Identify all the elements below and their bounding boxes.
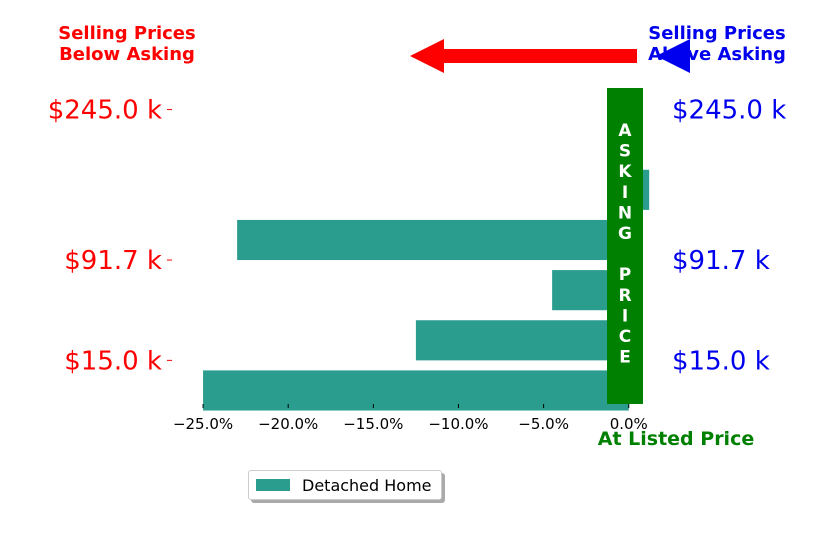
asking-price-letter-3: I <box>622 183 628 203</box>
asking-price-band <box>607 88 643 404</box>
below-asking-arrow-icon <box>410 39 637 73</box>
x-tick-label-3: −10.0% <box>428 415 488 433</box>
above-asking-arrow-icon <box>656 39 690 73</box>
asking-price-letter-2: K <box>618 162 632 182</box>
right-price-label-1: $91.7 k <box>672 246 770 276</box>
legend-swatch-detached-home <box>256 479 290 491</box>
x-tick-label-5: 0.0% <box>610 415 648 433</box>
x-tick-label-2: −15.0% <box>343 415 403 433</box>
bar-3 <box>237 219 629 261</box>
bar-0 <box>203 370 629 411</box>
asking-price-letter-0: A <box>618 121 632 141</box>
asking-price-letter-10: C <box>619 327 631 347</box>
left-price-label-0: $245.0 k <box>48 96 162 126</box>
x-tick-label-4: −5.0% <box>518 415 569 433</box>
asking-price-letter-9: I <box>622 306 628 326</box>
asking-price-letter-7: P <box>619 265 631 285</box>
asking-price-letter-5: G <box>618 224 632 244</box>
x-tick-label-1: −20.0% <box>258 415 318 433</box>
right-price-label-2: $15.0 k <box>672 346 770 376</box>
above-asking-label-line1: Selling Prices <box>648 23 785 44</box>
above-asking-label-line2: Above Asking <box>648 44 786 65</box>
asking-price-letter-8: R <box>618 286 631 306</box>
left-price-label-1: $91.7 k <box>64 246 162 276</box>
right-price-label-0: $245.0 k <box>672 96 786 126</box>
below-asking-label-line1: Selling Prices <box>58 23 195 44</box>
asking-price-letter-11: E <box>619 348 631 368</box>
legend-label-detached-home: Detached Home <box>302 475 432 495</box>
asking-price-letter-4: N <box>618 203 632 223</box>
left-price-label-2: $15.0 k <box>64 346 162 376</box>
bar-1 <box>415 320 629 361</box>
asking-price-letter-1: S <box>619 142 631 162</box>
at-listed-price-label: At Listed Price <box>598 428 754 450</box>
below-asking-label-line2: Below Asking <box>59 44 195 65</box>
legend: Detached Home <box>248 470 442 500</box>
x-tick-label-0: −25.0% <box>173 415 233 433</box>
